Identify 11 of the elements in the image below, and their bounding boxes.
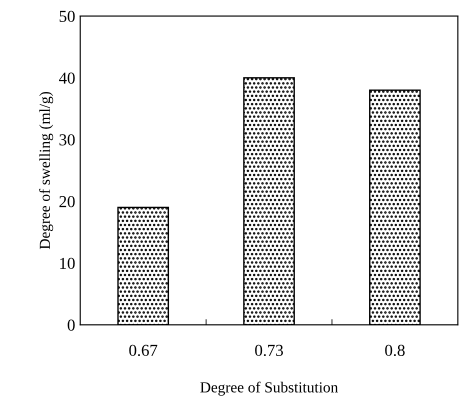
y-tick-label: 50 [60,10,75,22]
y-tick-label: 20 [59,196,75,208]
y-tick-label: 30 [60,134,75,146]
x-axis-title: Degree of Substitution [200,382,338,396]
x-tick-label: 0.67 [129,344,158,356]
x-tick-label: 0.73 [255,344,283,356]
x-tick-label: 0.8 [385,344,405,356]
y-axis-title: Degree of swelling (ml/g) [39,92,54,250]
y-tick-label: 40 [59,72,75,84]
y-tick-label: 0 [68,320,75,331]
y-tick-label: 10 [60,258,75,270]
